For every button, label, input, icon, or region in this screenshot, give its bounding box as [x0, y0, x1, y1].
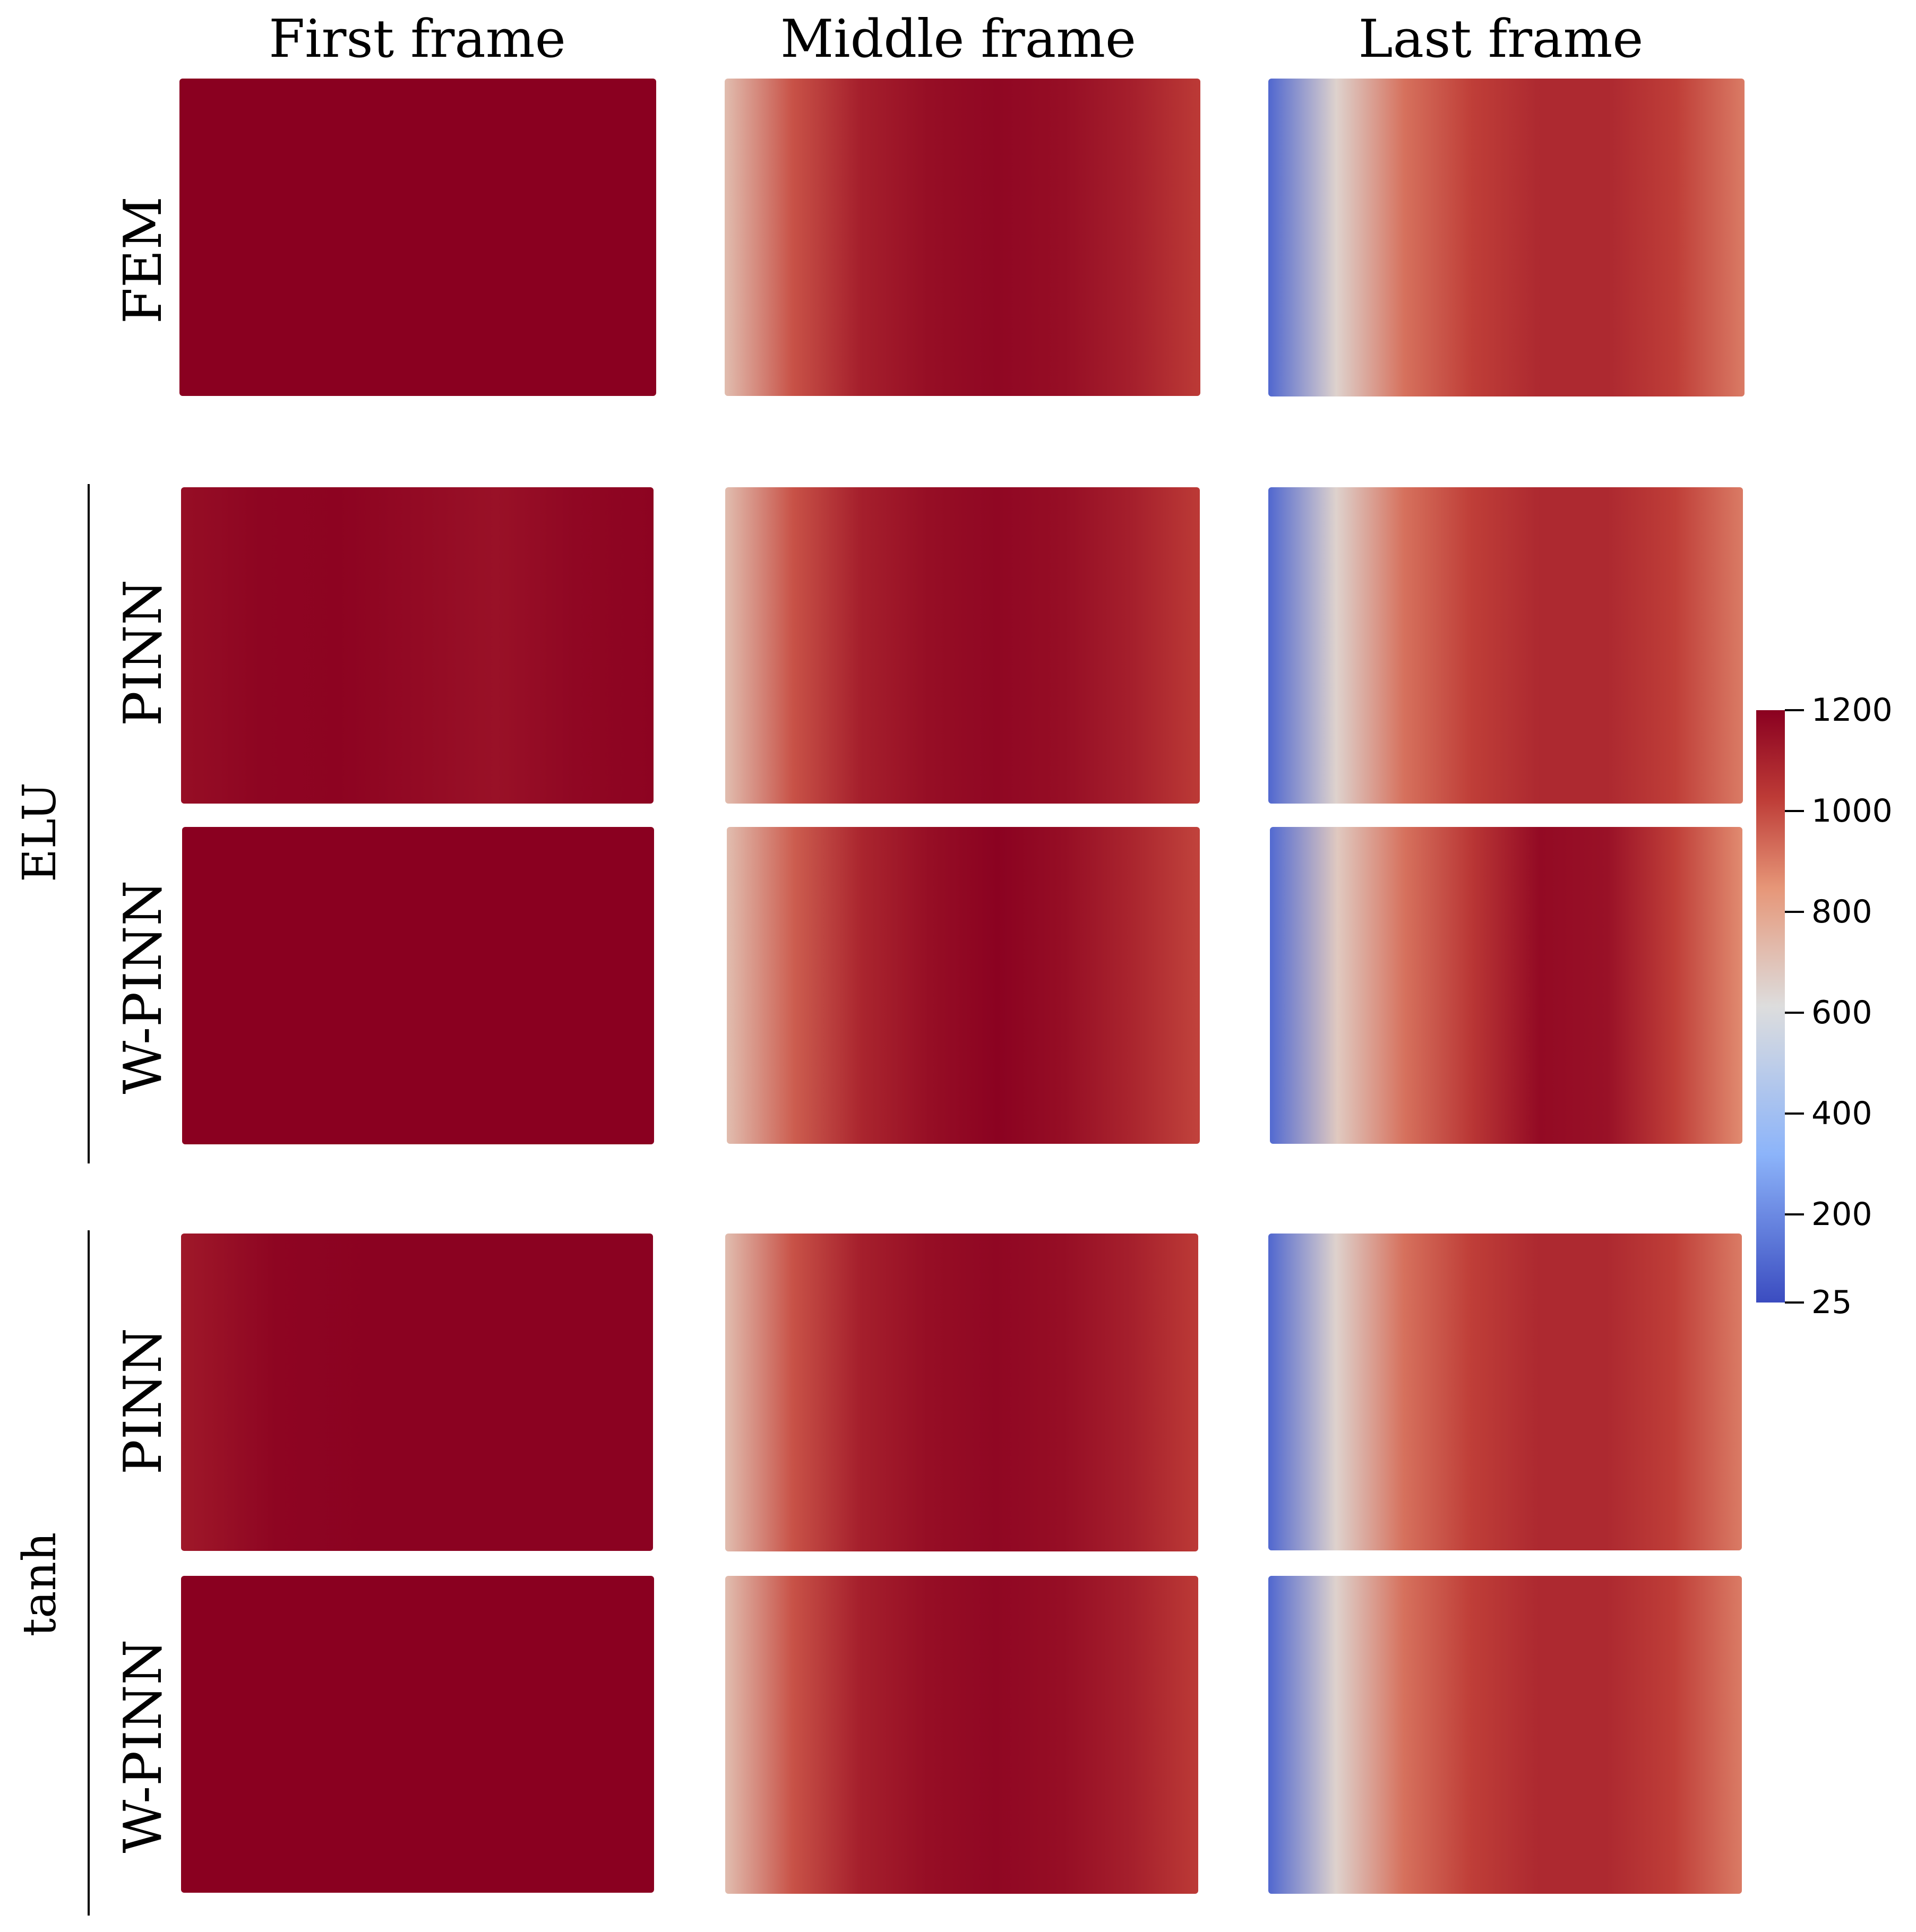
- colorbar-tick: [1785, 1112, 1804, 1115]
- panel-fem-last-frame: [1268, 79, 1745, 396]
- colorbar-tick-label: 400: [1811, 1094, 1872, 1132]
- group-label-elu: ELU: [13, 782, 66, 882]
- temperature-field: [179, 79, 656, 396]
- temperature-field: [1270, 827, 1742, 1144]
- panel-tanh-pinn-middle-frame: [725, 1234, 1198, 1551]
- row-label-fem: FEM: [113, 196, 174, 324]
- temperature-field: [181, 1234, 653, 1551]
- colorbar-tick: [1785, 1011, 1804, 1014]
- temperature-field: [725, 487, 1200, 804]
- panel-tanh-pinn-last-frame: [1268, 1234, 1742, 1550]
- colorbar-tick: [1785, 809, 1804, 812]
- row-label-elu-wpinn: W-PINN: [113, 880, 174, 1094]
- panel-tanh-wpinn-last-frame: [1268, 1576, 1742, 1894]
- colorbar-tick-label: 600: [1811, 994, 1872, 1031]
- temperature-field: [181, 1576, 654, 1893]
- column-header-last-frame: Last frame: [1358, 9, 1644, 70]
- temperature-field: [1268, 487, 1743, 804]
- panel-tanh-wpinn-middle-frame: [725, 1576, 1198, 1894]
- colorbar-tick: [1785, 1213, 1804, 1215]
- panel-elu-wpinn-first-frame: [182, 827, 654, 1144]
- group-label-tanh: tanh: [13, 1532, 66, 1637]
- panel-elu-pinn-last-frame: [1268, 487, 1743, 804]
- temperature-field: [1268, 1576, 1742, 1894]
- row-label-elu-pinn: PINN: [113, 579, 174, 727]
- temperature-field: [725, 1234, 1198, 1551]
- colorbar-tick-label: 1200: [1811, 692, 1893, 729]
- temperature-field: [725, 79, 1200, 396]
- panel-fem-middle-frame: [725, 79, 1200, 396]
- colorbar-tick-label: 1000: [1811, 792, 1893, 830]
- temperature-field: [182, 827, 654, 1144]
- temperature-field: [727, 827, 1200, 1144]
- panel-tanh-pinn-first-frame: [181, 1234, 653, 1551]
- row-label-tanh-wpinn: W-PINN: [113, 1639, 174, 1853]
- panel-elu-wpinn-last-frame: [1270, 827, 1742, 1144]
- panel-elu-wpinn-middle-frame: [727, 827, 1200, 1144]
- temperature-field: [725, 1576, 1198, 1894]
- colorbar-tick-label: 800: [1811, 893, 1872, 930]
- colorbar-tick-label: 25: [1811, 1284, 1852, 1321]
- colorbar-tick: [1785, 910, 1804, 913]
- column-header-middle-frame: Middle frame: [780, 9, 1137, 70]
- temperature-field: [1268, 79, 1745, 396]
- panel-elu-pinn-first-frame: [181, 487, 654, 804]
- panel-fem-first-frame: [179, 79, 656, 396]
- row-label-tanh-pinn: PINN: [113, 1327, 174, 1475]
- column-header-first-frame: First frame: [269, 9, 566, 70]
- temperature-field: [181, 487, 654, 804]
- group-bracket-tanh: [88, 1230, 90, 1916]
- colorbar-tick: [1785, 1301, 1804, 1304]
- colorbar-tick: [1785, 709, 1804, 711]
- colorbar-gradient: [1756, 710, 1785, 1303]
- panel-elu-pinn-middle-frame: [725, 487, 1200, 804]
- panel-tanh-wpinn-first-frame: [181, 1576, 654, 1893]
- colorbar-tick-label: 200: [1811, 1195, 1872, 1233]
- colorbar: 1200 1000 800 600 400 200 25: [1756, 694, 1915, 1318]
- group-bracket-elu: [88, 484, 90, 1163]
- temperature-field: [1268, 1234, 1742, 1550]
